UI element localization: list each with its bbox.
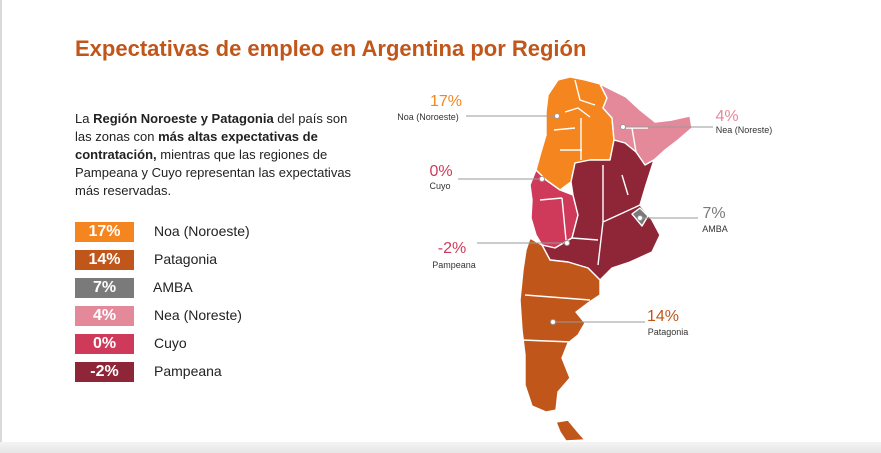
legend-item-noa: 17% Noa (Noroeste) [75, 222, 335, 242]
marker-noa [554, 113, 560, 119]
marker-patagonia [550, 319, 556, 325]
pampeana-label: Pampeana [432, 260, 476, 270]
legend-label: Pampeana [154, 363, 222, 379]
window-bottom-edge [0, 442, 881, 453]
marker-amba [637, 215, 643, 221]
page-title: Expectativas de empleo en Argentina por … [75, 36, 587, 61]
legend-item-nea: 4% Nea (Noreste) [75, 306, 335, 326]
nea-label: Nea (Noreste) [716, 125, 773, 135]
window-left-edge [0, 0, 2, 453]
nea-percent: 4% [715, 108, 738, 125]
legend-item-pampeana: -2% Pampeana [75, 362, 335, 382]
description-bold-2: más altas expectativas de contratación, [75, 129, 318, 162]
legend-badge: 17% [75, 222, 134, 242]
region-pampeana [541, 139, 661, 281]
pampeana-percent: -2% [438, 240, 466, 257]
amba-label: AMBA [702, 224, 728, 234]
legend-badge: -2% [75, 362, 134, 382]
legend-label: Cuyo [154, 335, 187, 351]
region-patagonia [519, 237, 601, 413]
description-part-1: La [75, 111, 94, 126]
amba-percent: 7% [702, 205, 725, 222]
description-bold-1: Región Noroeste y Patagonia [93, 111, 274, 126]
noa-label: Noa (Noroeste) [397, 112, 459, 122]
cuyo-label: Cuyo [429, 181, 450, 191]
description-part-2: del país son las zonas con [75, 111, 348, 144]
legend-badge: 0% [75, 334, 134, 354]
marker-pampeana [564, 240, 570, 246]
region-tierra-del-fuego [555, 419, 586, 442]
legend-badge: 7% [75, 278, 134, 298]
legend-badge: 4% [75, 306, 134, 326]
patagonia-label: Patagonia [648, 327, 689, 337]
legend-badge: 14% [75, 250, 134, 270]
cuyo-percent: 0% [429, 163, 452, 180]
marker-nea [620, 124, 626, 130]
description-text: La Región Noroeste y Patagonia del país … [75, 110, 360, 200]
marker-cuyo [539, 176, 545, 182]
legend-item-cuyo: 0% Cuyo [75, 334, 335, 354]
patagonia-percent: 14% [647, 308, 679, 325]
legend-label: Patagonia [154, 251, 218, 267]
legend-label: Nea (Noreste) [154, 307, 242, 323]
description-part-3: mientras que las regiones de Pampeana y … [75, 147, 352, 198]
noa-percent: 17% [430, 93, 462, 110]
legend-item-patagonia: 14% Patagonia [75, 250, 335, 270]
legend-label: AMBA [153, 279, 193, 295]
legend-label: Noa (Noroeste) [154, 223, 250, 239]
legend-item-amba: 7% AMBA [75, 278, 335, 298]
